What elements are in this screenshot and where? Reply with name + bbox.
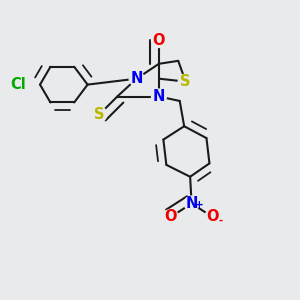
Text: N: N (153, 89, 165, 104)
Circle shape (184, 196, 199, 211)
Text: O: O (153, 32, 165, 47)
Circle shape (92, 107, 107, 122)
Circle shape (152, 33, 166, 47)
Circle shape (129, 71, 144, 86)
Circle shape (152, 89, 166, 104)
Text: -: - (219, 216, 223, 226)
Circle shape (205, 209, 220, 224)
Text: N: N (130, 71, 143, 86)
Text: Cl: Cl (10, 77, 26, 92)
Text: +: + (195, 200, 204, 210)
Text: N: N (185, 196, 198, 211)
Circle shape (164, 209, 178, 224)
Text: S: S (94, 107, 105, 122)
Text: O: O (165, 209, 177, 224)
Text: O: O (206, 209, 219, 224)
Circle shape (178, 74, 193, 89)
Text: S: S (180, 74, 191, 89)
Circle shape (9, 76, 27, 94)
